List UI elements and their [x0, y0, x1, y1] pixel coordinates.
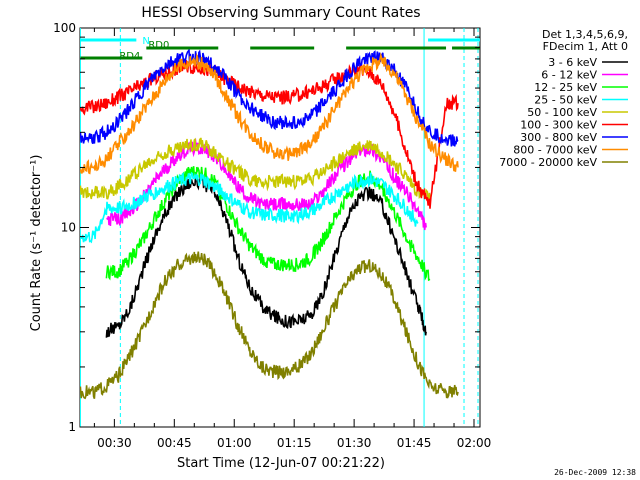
series-layer [80, 48, 459, 400]
legend-label-4: 50 - 100 keV [527, 106, 597, 119]
flag-label-n: N [142, 36, 149, 47]
x-tick-label-5: 01:45 [397, 436, 432, 450]
series-line-300-800-kev [80, 48, 459, 147]
chart-title: HESSI Observing Summary Count Rates [141, 5, 420, 21]
series-line-800-7000-kev [80, 52, 459, 175]
flag-label-rd4: RD4 [119, 51, 140, 62]
legend-header-0: Det 1,3,4,5,6,9, [542, 28, 628, 41]
legend-label-2: 12 - 25 keV [534, 81, 597, 94]
legend-header-1: FDecim 1, Att 0 [543, 40, 628, 53]
y-tick-label-2: 100 [53, 21, 76, 35]
legend: Det 1,3,4,5,6,9,FDecim 1, Att 0 3 - 6 keV… [499, 28, 628, 169]
series-line-12-25-kev [105, 166, 431, 282]
legend-label-3: 25 - 50 keV [534, 94, 597, 107]
series-line-3-6-kev [105, 172, 427, 338]
legend-label-8: 7000 - 20000 keV [499, 156, 597, 169]
legend-label-6: 300 - 800 keV [520, 131, 597, 144]
legend-label-5: 100 - 300 keV [520, 119, 597, 132]
x-tick-label-1: 00:45 [157, 436, 192, 450]
x-tick-label-2: 01:00 [217, 436, 252, 450]
series-line-6-12-kev [106, 138, 427, 231]
x-axis-label: Start Time (12-Jun-07 00:21:22) [177, 456, 385, 471]
series-line-100-300-kev [80, 60, 459, 209]
y-axis: 1 10 100 [53, 21, 480, 434]
x-tick-label-4: 01:30 [337, 436, 372, 450]
x-tick-label-0: 00:30 [97, 436, 132, 450]
legend-label-1: 6 - 12 keV [541, 69, 597, 82]
series-line-7000-20000-kev [80, 251, 459, 400]
flag-label-rd0: RD0 [148, 40, 169, 51]
series-line-25-50-kev [80, 171, 419, 244]
legend-label-0: 3 - 6 keV [548, 56, 597, 69]
footer-timestamp: 26-Dec-2009 12:38 [554, 468, 636, 477]
legend-label-7: 800 - 7000 keV [513, 144, 597, 157]
series-line-50-100-kev [80, 137, 431, 203]
x-tick-label-6: 02:00 [457, 436, 492, 450]
x-axis: 00:30 00:45 01:00 01:15 01:30 01:45 02:00 [93, 28, 492, 450]
x-tick-label-3: 01:15 [277, 436, 312, 450]
y-tick-label-1: 10 [61, 221, 76, 235]
y-tick-label-0: 1 [68, 420, 76, 434]
y-axis-label: Count Rate (s⁻¹ detector⁻¹) [29, 155, 44, 332]
